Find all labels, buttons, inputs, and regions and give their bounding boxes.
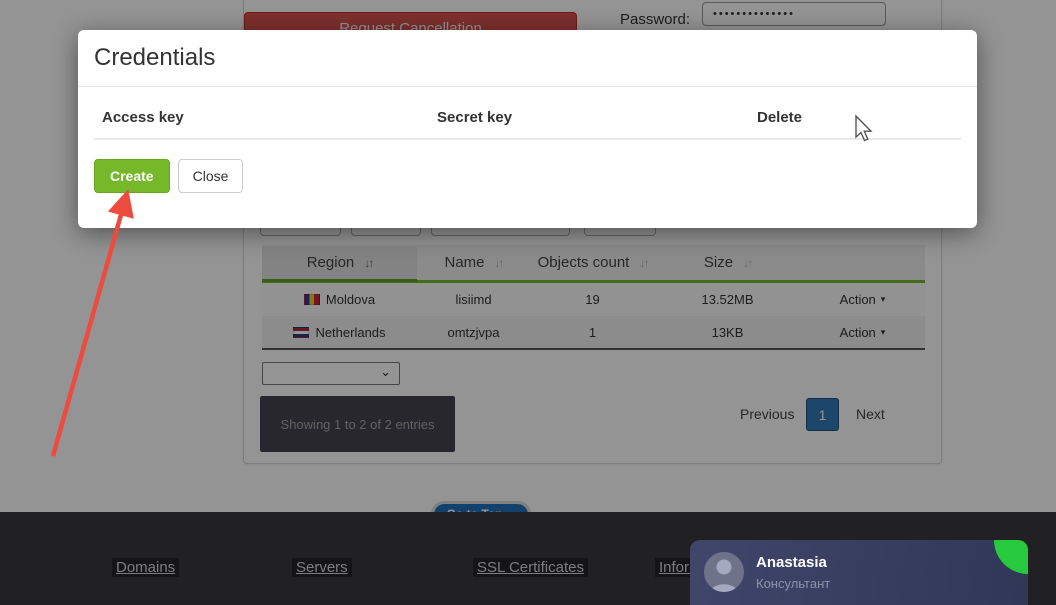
modal-title: Credentials [94,44,216,71]
access-key-column-header: Access key [102,109,184,126]
action-dropdown[interactable]: Action ▾ [800,292,925,307]
region-value: Netherlands [315,324,386,340]
avatar [704,552,744,592]
credentials-modal: Credentials Access key Secret key Delete… [78,30,977,228]
moldova-flag-icon [303,294,320,305]
pagination-page-1[interactable]: 1 [806,398,839,431]
column-header-name[interactable]: Name ↓↑ [417,245,530,280]
chat-agent-name: Anastasia [756,554,827,571]
footer-link-ssl-certificates[interactable]: SSL Certificates [473,558,588,577]
password-label: Password: [620,11,691,28]
table-row: Moldova lisiimd 19 13.52MB Action ▾ [262,283,925,316]
chat-agent-role: Консультант [756,576,831,591]
secret-key-column-header: Secret key [437,109,513,126]
column-label: Size [703,254,734,271]
region-cell: Netherlands [262,325,417,340]
modal-buttons: Create Close [94,159,244,193]
footer-link-servers[interactable]: Servers [292,558,352,577]
region-value: Moldova [325,292,376,307]
showing-entries-tooltip: Showing 1 to 2 of 2 entries [260,396,455,452]
size-cell: 13.52MB [701,292,754,307]
table-divider [94,138,961,140]
chevron-down-icon: ⌄ [380,364,391,379]
table-header-row: Region ↓↑ Name ↓↑ Objects count ↓↑ Size … [262,245,925,283]
pagination-previous[interactable]: Previous [740,406,795,422]
objects-count-cell: 1 [588,324,597,340]
caret-down-icon: ▾ [880,326,886,337]
delete-column-header: Delete [757,109,803,126]
person-icon [710,559,738,592]
buckets-table: Region ↓↑ Name ↓↑ Objects count ↓↑ Size … [262,245,925,350]
size-cell: 13KB [711,324,744,340]
action-label: Action [839,324,876,340]
table-row: Netherlands omtzjvpa 1 13KB Action ▾ [262,316,925,350]
caret-down-icon: ▾ [880,294,886,304]
create-button[interactable]: Create [94,159,170,193]
footer-link-domains[interactable]: Domains [112,558,180,577]
sort-icon: ↓↑ [639,255,649,270]
password-field[interactable]: •••••••••••••• [702,2,886,26]
region-cell: Moldova [262,292,417,307]
modal-header: Credentials [78,30,977,87]
sort-icon: ↓↑ [494,255,505,270]
netherlands-flag-icon [293,326,310,338]
pagination-next[interactable]: Next [856,406,885,422]
close-button[interactable]: Close [177,159,244,193]
sort-icon: ↓↑ [743,255,753,270]
column-label: Objects count [537,254,630,271]
column-label: Name [444,254,485,271]
column-header-size[interactable]: Size ↓↑ [655,245,800,280]
objects-count-cell: 19 [585,292,600,307]
credentials-table-header: Access key Secret key Delete [78,87,977,138]
action-dropdown[interactable]: Action ▾ [800,325,925,340]
page-size-select[interactable]: ⌄ [262,362,400,385]
sort-icon: ↓↑ [364,255,374,270]
action-label: Action [839,292,876,307]
column-label: Region [306,254,355,271]
chat-widget[interactable]: Anastasia Консультант [690,540,1028,605]
column-header-objects-count[interactable]: Objects count ↓↑ [530,245,655,280]
name-cell: lisiimd [455,292,492,307]
name-cell: omtzjvpa [447,324,500,340]
leaf-icon [994,540,1028,574]
column-header-region[interactable]: Region ↓↑ [262,246,417,282]
